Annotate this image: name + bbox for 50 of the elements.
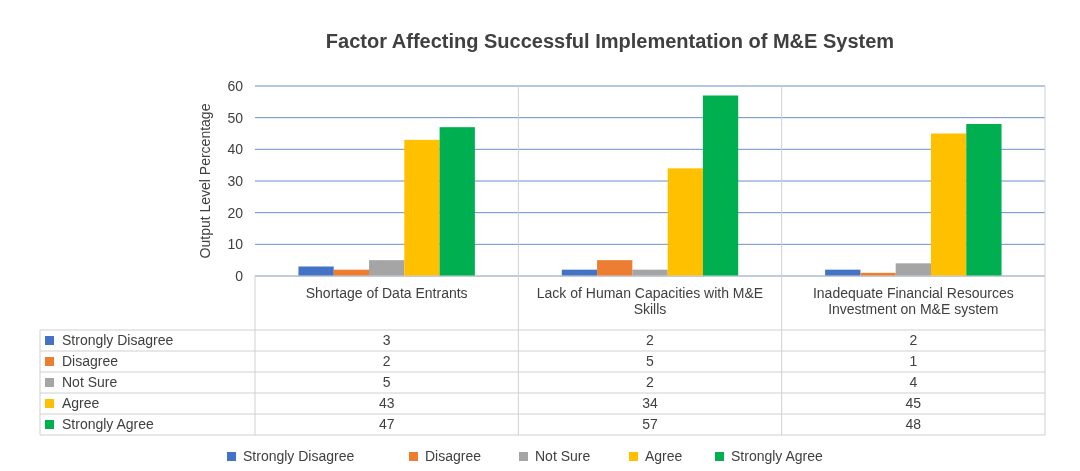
bar bbox=[930, 133, 967, 276]
text: Strongly Agree bbox=[62, 416, 154, 432]
bar bbox=[895, 263, 931, 276]
x-tick-label: Lack of Human Capacities with M&E Skills bbox=[536, 285, 764, 317]
x-tick-label: Shortage of Data Entrants bbox=[305, 285, 468, 301]
bar bbox=[702, 95, 739, 276]
data-label: 34 bbox=[642, 395, 658, 411]
data-label: 47 bbox=[378, 416, 395, 432]
legend-key: Agree bbox=[629, 448, 683, 464]
bar bbox=[369, 260, 405, 276]
y-tick-label: 40 bbox=[227, 141, 244, 158]
bar bbox=[667, 168, 703, 276]
y-tick-label: 10 bbox=[227, 236, 244, 253]
data-label: 5 bbox=[646, 353, 655, 369]
data-label: 2 bbox=[382, 353, 391, 369]
text: Agree bbox=[62, 395, 100, 411]
text: Disagree bbox=[62, 353, 119, 369]
legend-key: Strongly Agree bbox=[715, 448, 823, 464]
data-label: 4 bbox=[909, 374, 918, 390]
legend-label: Strongly Agree bbox=[731, 448, 824, 464]
data-label: 43 bbox=[378, 395, 395, 411]
data-label: 57 bbox=[642, 416, 658, 432]
chart-title: Factor Affecting Successful Implementation of M&E System bbox=[325, 30, 895, 52]
legend-label: Disagree bbox=[425, 448, 482, 464]
legend-label: Agree bbox=[645, 448, 683, 464]
legend-key: Disagree bbox=[409, 448, 482, 464]
bar bbox=[439, 127, 475, 276]
legend-key: Strongly Disagree bbox=[227, 448, 355, 464]
text: Not Sure bbox=[62, 374, 118, 390]
legend-key: Not Sure bbox=[519, 448, 591, 464]
bar bbox=[597, 260, 633, 276]
data-label: 3 bbox=[382, 332, 391, 348]
y-tick-label: 50 bbox=[227, 109, 244, 126]
legend-label: Strongly Disagree bbox=[62, 332, 174, 348]
data-label: 2 bbox=[646, 332, 655, 348]
y-tick-label: 0 bbox=[235, 268, 244, 284]
data-label: 2 bbox=[909, 332, 918, 348]
data-label: 1 bbox=[909, 353, 918, 369]
y-tick-label: 60 bbox=[227, 78, 244, 94]
y-tick-label: 30 bbox=[227, 173, 244, 189]
x-tick-label: Inadequate Financial Resources Investment on M&E system bbox=[812, 285, 1014, 317]
data-label: 2 bbox=[646, 374, 655, 390]
y-tick-label: 20 bbox=[227, 204, 244, 221]
data-label: 48 bbox=[905, 416, 922, 432]
bar bbox=[404, 139, 440, 276]
data-label: 5 bbox=[382, 374, 391, 390]
y-axis-title: Output Level Percentage bbox=[197, 103, 213, 259]
bar bbox=[966, 124, 1002, 276]
legend-label: Not Sure bbox=[535, 448, 591, 464]
data-label: 45 bbox=[905, 395, 922, 411]
